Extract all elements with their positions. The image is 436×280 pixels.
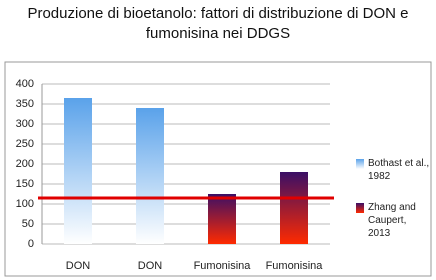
legend-label: Zhang and Caupert, 2013 (368, 202, 416, 239)
y-tick-label: 50 (22, 218, 34, 230)
y-tick-label: 400 (16, 78, 34, 90)
x-tick-label: Fumonisina (266, 260, 324, 272)
y-tick-label: 0 (28, 238, 34, 250)
y-tick-label: 250 (16, 138, 34, 150)
bar (136, 108, 164, 244)
legend-swatch (356, 203, 364, 213)
y-tick-label: 100 (16, 198, 34, 210)
legend-swatch (356, 159, 364, 169)
x-tick-label: DON (66, 260, 91, 272)
x-tick-label: DON (138, 260, 163, 272)
y-tick-label: 150 (16, 178, 34, 190)
y-tick-label: 350 (16, 98, 34, 110)
y-tick-label: 200 (16, 158, 34, 170)
y-tick-label: 300 (16, 118, 34, 130)
chart-title: Produzione di bioetanolo: fattori di dis… (27, 5, 409, 42)
legend-label: Bothast et al., 1982 (368, 158, 430, 182)
chart-frame (4, 61, 432, 277)
x-tick-label: Fumonisina (194, 260, 252, 272)
bar (280, 172, 308, 244)
bar (208, 194, 236, 244)
bar (64, 98, 92, 244)
